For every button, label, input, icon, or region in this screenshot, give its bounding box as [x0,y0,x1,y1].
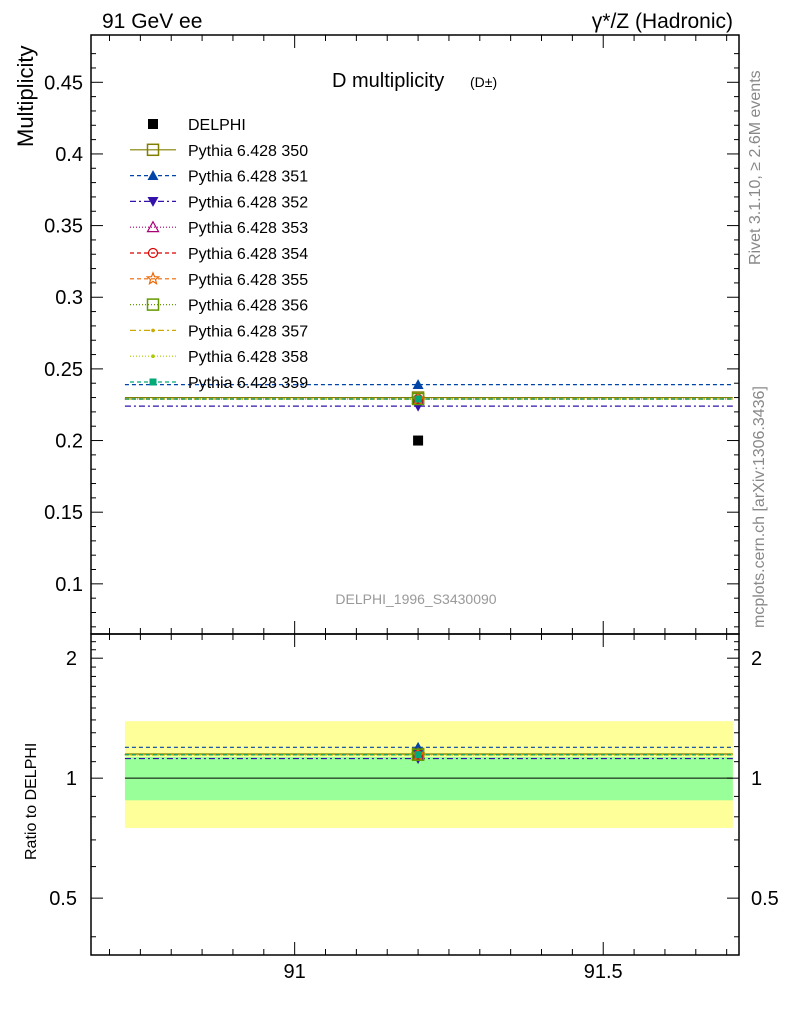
series-markers [410,379,426,765]
main-y-axis-label: Multiplicity [13,46,38,147]
legend-label-7: Pythia 6.428 357 [188,323,308,340]
legend-label-9: Pythia 6.428 359 [188,375,308,392]
legend-marker-3 [146,220,160,233]
data-point-delphi [413,435,424,446]
main-y-tick-label: 0.45 [44,72,83,94]
ratio-uncertainty-bands [124,721,733,828]
ratio-y-tick-label-right: 0.5 [751,888,779,910]
ratio-y-tick-label-right: 2 [751,648,762,670]
mcplots-credit-label: mcplots.cern.ch [arXiv:1306.3436] [751,386,768,628]
header-energy-label: 91 GeV ee [102,10,202,33]
ratio-series-lines [124,746,733,760]
legend-label-1: Pythia 6.428 351 [188,169,308,186]
ratio-y-axis-label: Ratio to DELPHI [23,743,40,860]
legend: DELPHI Pythia 6.428 350 Pythia 6.428 351 Py… [130,117,308,392]
ratio-marker-9 [414,751,422,759]
legend-label-4: Pythia 6.428 354 [188,246,308,263]
legend-marker-6 [146,298,160,311]
ratio-y-tick-label: 2 [66,648,77,670]
legend-marker-2 [147,197,159,207]
x-tick-label: 91.5 [584,961,623,983]
legend-marker-9 [149,378,157,386]
main-y-tick-label: 0.2 [55,431,83,453]
legend-marker-7 [151,328,155,333]
legend-marker-delphi [148,119,158,129]
ratio-y-tick-label-right: 1 [751,768,762,790]
series-marker-6 [411,392,425,406]
legend-marker-5 [145,271,161,286]
axis-ticks: 0.1 0.15 0.2 0.25 0.3 0.35 0.4 0.45 0.5 0.5 1 1 2 2 91… [44,35,779,983]
chart-title-sub: (D±) [470,74,497,90]
legend-label-8: Pythia 6.428 358 [188,349,308,366]
legend-label-2: Pythia 6.428 352 [188,194,308,211]
series-marker-9 [414,395,422,403]
ratio-marker-6 [411,748,425,761]
main-y-tick-label: 0.4 [55,144,83,166]
plot-frames [90,34,740,956]
legend-marker-0 [146,143,160,157]
series-marker-1 [412,379,424,390]
legend-marker-8 [151,354,155,359]
legend-label-delphi: DELPHI [188,117,246,134]
header-process-label: γ*/Z (Hadronic) [592,10,733,33]
legend-label-3: Pythia 6.428 353 [188,220,308,237]
legend-marker-4 [147,247,159,259]
main-y-tick-label: 0.1 [55,574,83,596]
ratio-plot-frame [90,633,740,956]
legend-label-5: Pythia 6.428 355 [188,272,308,289]
analysis-id-label: DELPHI_1996_S3430090 [335,591,496,607]
rivet-version-label: Rivet 3.1.10, ≥ 2.6M events [747,70,764,265]
legend-label-0: Pythia 6.428 350 [188,143,308,160]
main-y-tick-label: 0.15 [44,502,83,524]
ratio-y-tick-label: 0.5 [49,888,77,910]
legend-marker-1 [147,170,159,180]
ratio-y-tick-label: 1 [66,768,77,790]
main-y-tick-label: 0.35 [44,216,83,238]
main-y-tick-label: 0.3 [55,287,83,309]
main-series-lines [124,384,733,407]
main-y-tick-label: 0.25 [44,359,83,381]
x-tick-label: 91 [284,961,306,983]
chart-title: D multiplicity [332,70,444,92]
legend-label-6: Pythia 6.428 356 [188,298,308,315]
